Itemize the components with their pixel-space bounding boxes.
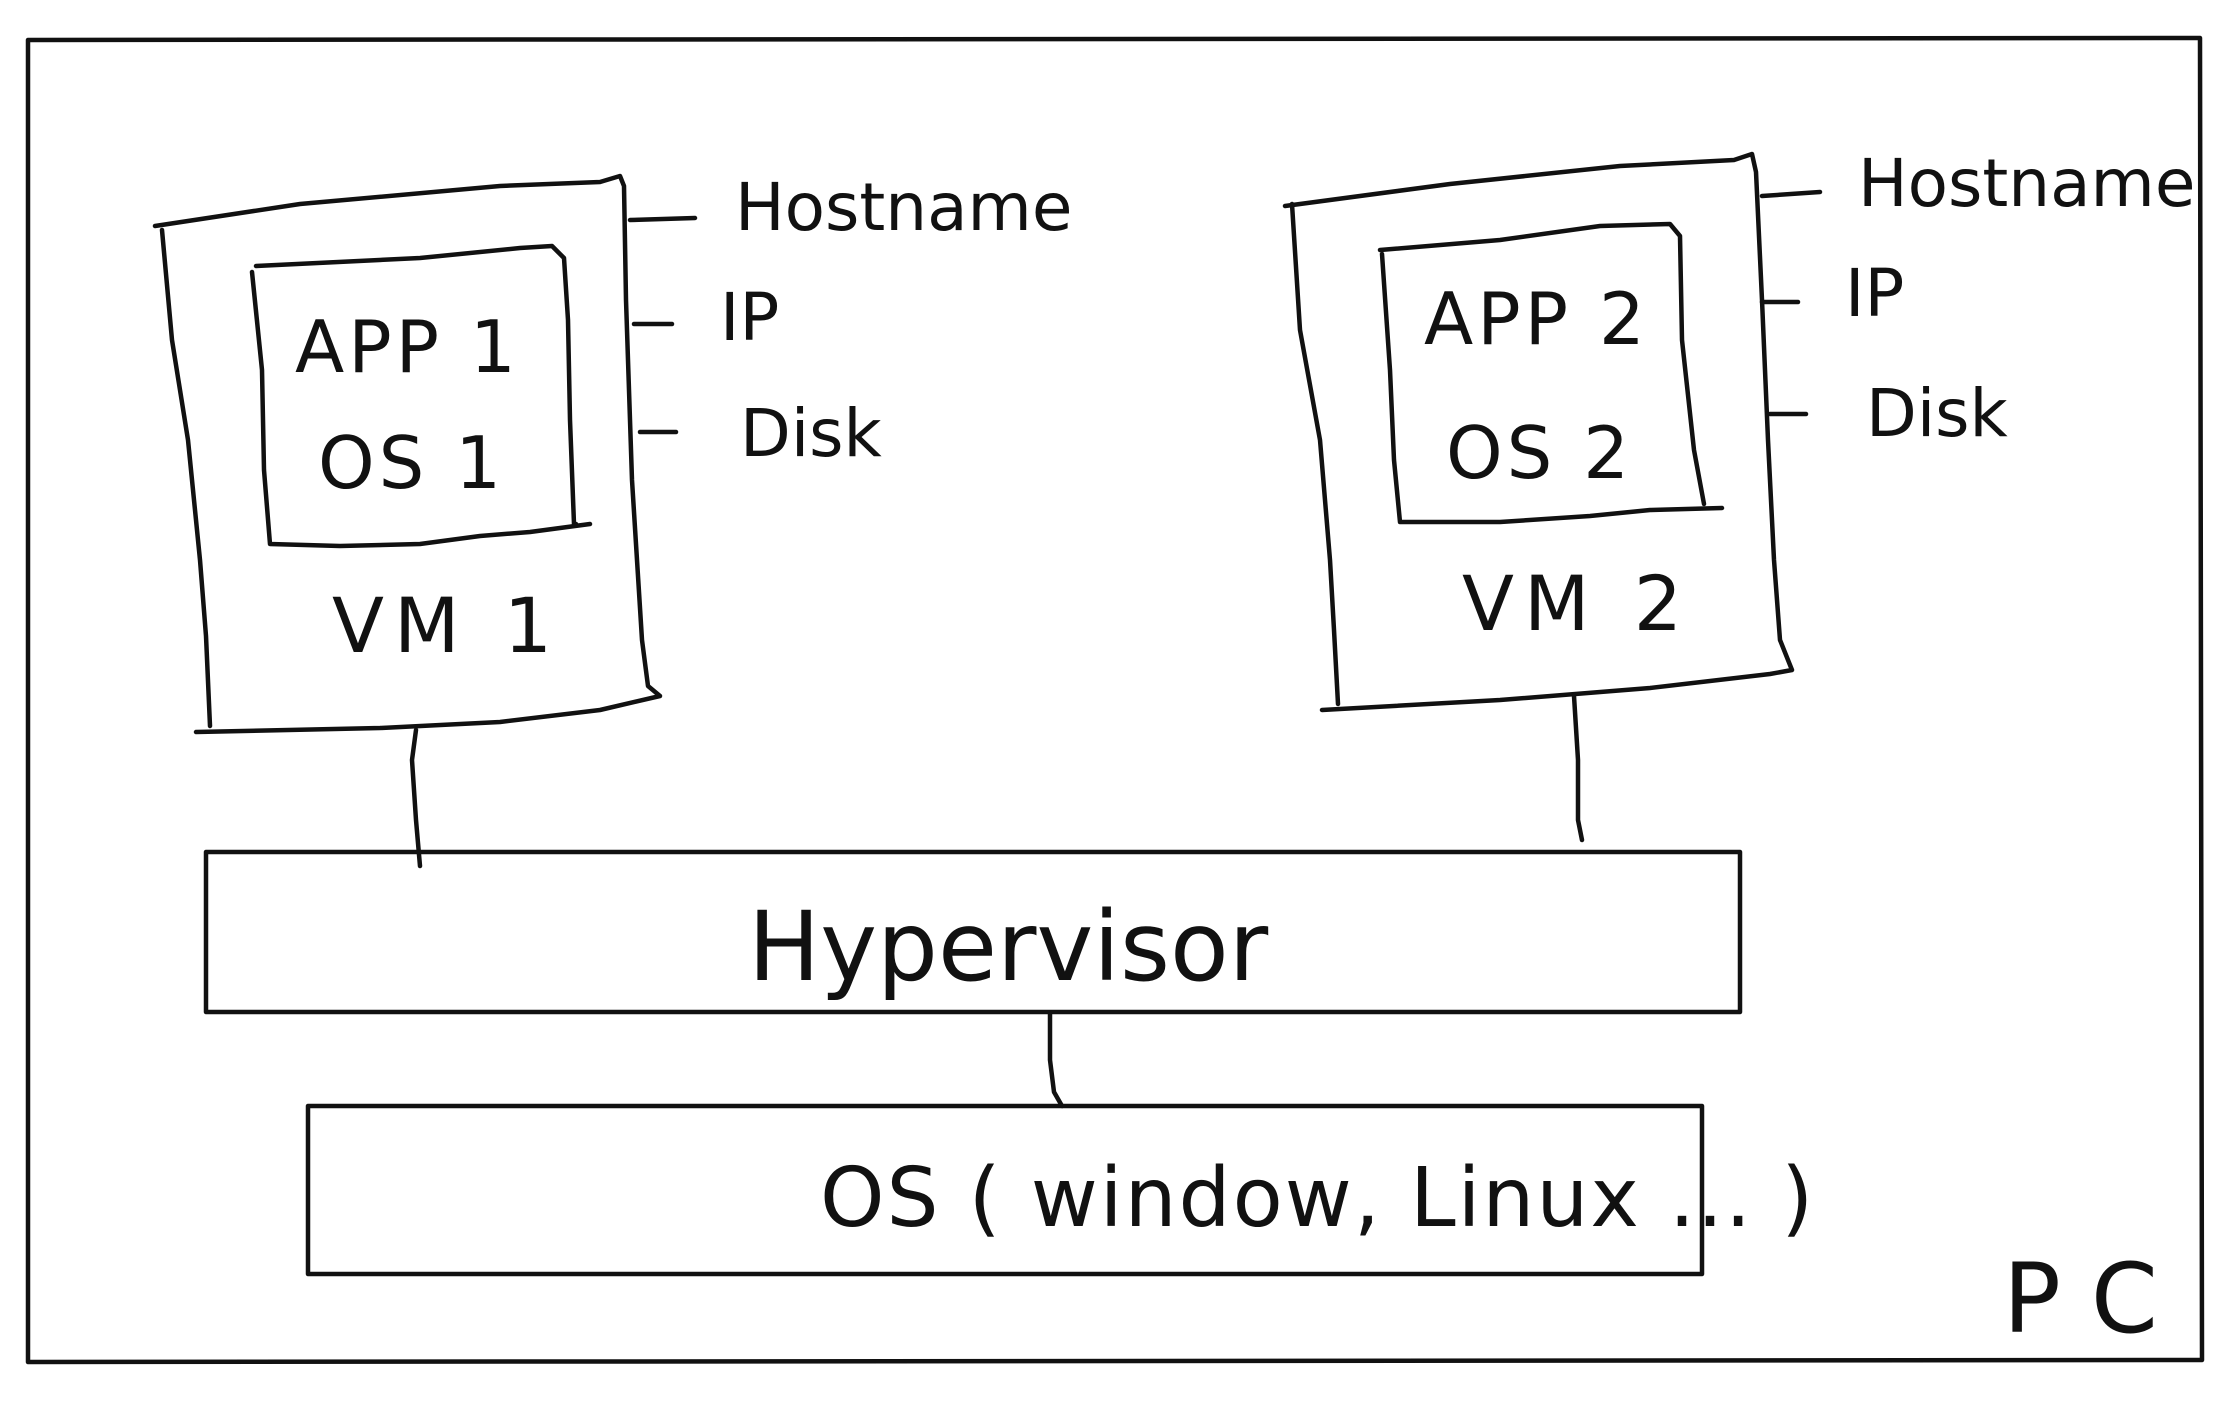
vm-2: APP 2 OS 2 VM 2 Hostname IP Disk xyxy=(1282,145,2195,713)
vm-2-connector xyxy=(1571,693,1585,843)
vm-2-outer-box xyxy=(1282,151,1795,713)
vm-2-attr-ip: IP xyxy=(1845,255,1904,332)
vm-2-attr-hostname: Hostname xyxy=(1858,145,2195,222)
vm-2-label: VM 2 xyxy=(1462,559,1692,648)
hypervisor-os-connector xyxy=(1047,1011,1065,1109)
vm-2-app-label: APP 2 xyxy=(1424,277,1649,361)
vm-1-connector xyxy=(409,727,423,869)
vm-1-attr-hostname: Hostname xyxy=(735,169,1072,246)
hypervisor-label: Hypervisor xyxy=(748,891,1269,1003)
vm-1-os-label: OS 1 xyxy=(318,421,505,505)
host-os-box: OS ( window, Linux ... ) xyxy=(305,1103,1815,1277)
vm-2-os-label: OS 2 xyxy=(1446,411,1633,495)
vm-1-inner-box xyxy=(253,243,579,527)
vm-1: APP 1 OS 1 VM 1 Hostname IP Disk xyxy=(152,169,1072,735)
vm-1-label: VM 1 xyxy=(332,581,562,670)
vm-1-attr-ip: IP xyxy=(720,279,779,356)
vm-2-attr-disk: Disk xyxy=(1866,375,2009,452)
hypervisor-box: Hypervisor xyxy=(203,849,1743,1015)
host-os-label: OS ( window, Linux ... ) xyxy=(820,1151,1815,1246)
vm-1-outer-box xyxy=(152,173,663,735)
vm-2-inner-box xyxy=(1377,221,1707,507)
pc-label: PC xyxy=(2003,1243,2188,1355)
pc-frame: PC xyxy=(25,35,2205,1365)
vm-1-app-label: APP 1 xyxy=(295,305,520,389)
vm-1-attr-disk: Disk xyxy=(740,395,883,472)
